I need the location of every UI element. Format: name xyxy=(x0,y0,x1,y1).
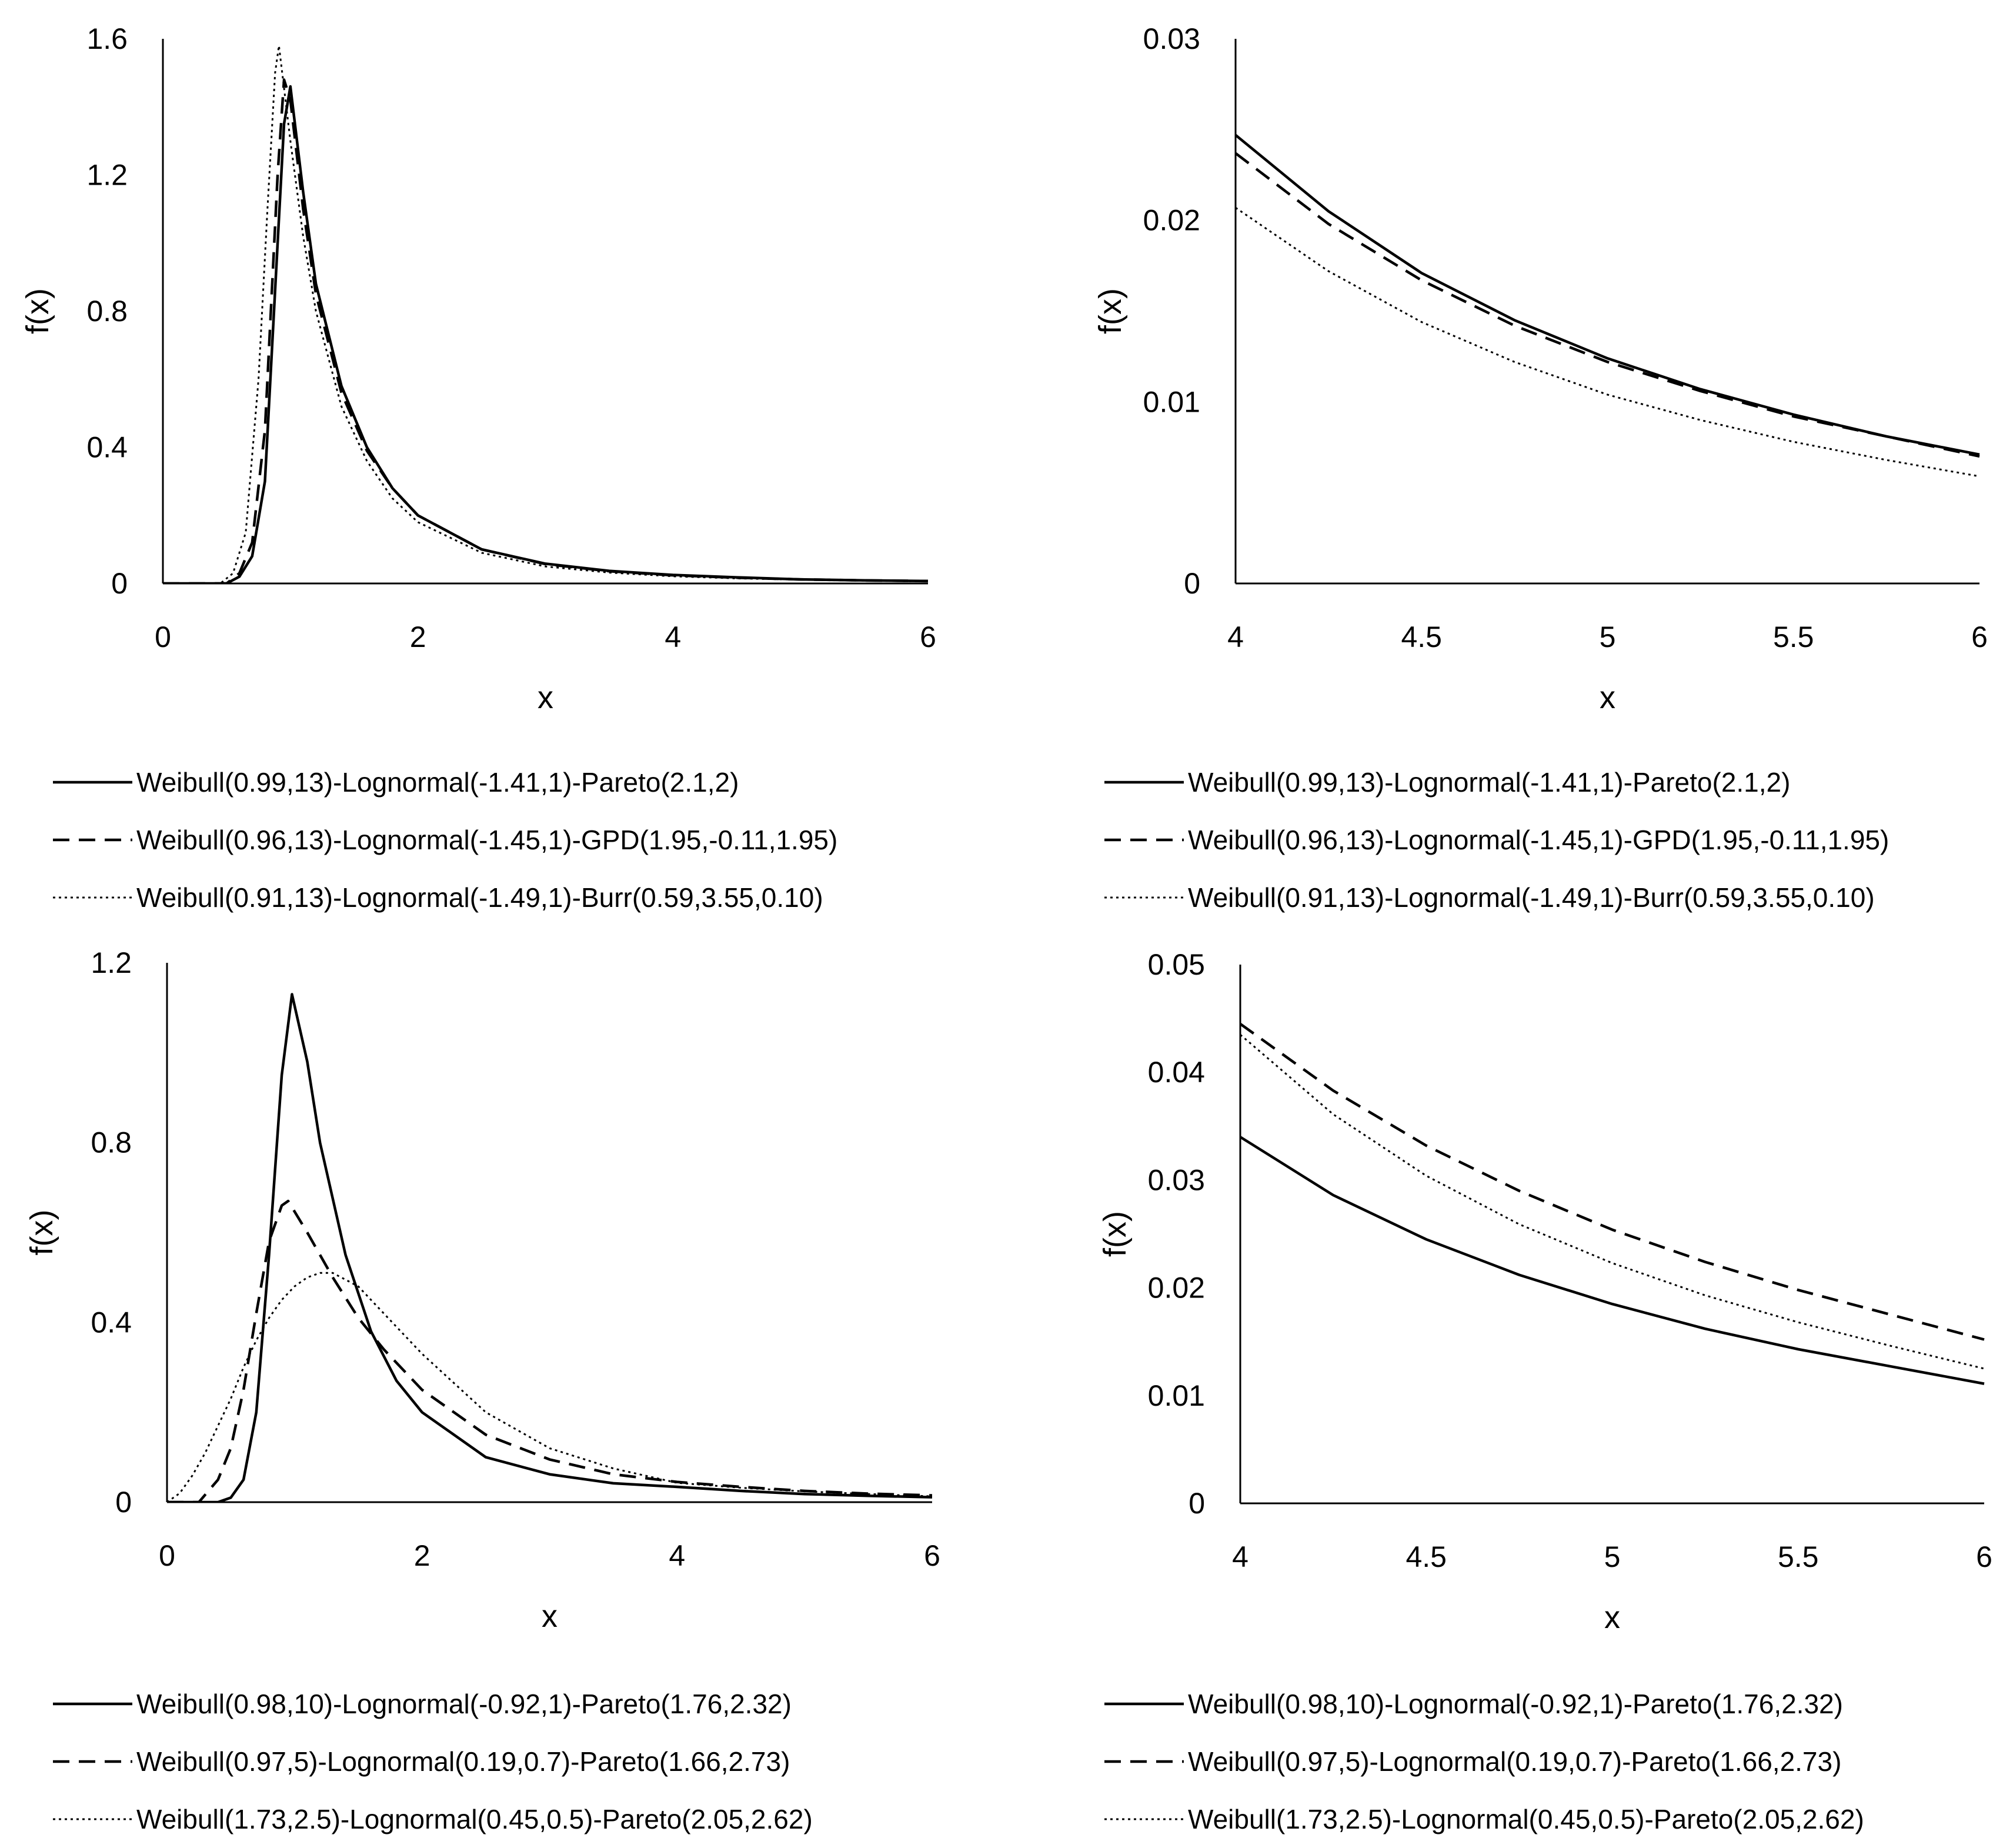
y-tick-label: 1.2 xyxy=(86,159,128,192)
chart-panel-bottom-right: 4 4.5 5 5.5 6 0 0.01 0.02 0.03 0.04 0.05 x f(x) Weibu… xyxy=(1097,948,1992,1834)
y-tick-label: 0.8 xyxy=(86,295,128,328)
series-line-solid xyxy=(1236,134,1980,456)
legend-label: Weibull(0.99,13)-Lognormal(-1.41,1)-Pare… xyxy=(1188,767,1790,798)
y-axis-label: f(x) xyxy=(1093,288,1128,334)
x-axis-label: x xyxy=(542,1599,558,1634)
series-line-dashed xyxy=(1240,1022,1985,1341)
x-tick-label: 4 xyxy=(1232,1540,1248,1573)
y-tick-label: 0 xyxy=(1184,567,1200,600)
x-tick-label: 4 xyxy=(669,1539,685,1572)
chart-panel-bottom-left: 0 2 4 6 0 0.4 0.8 1.2 x f(x) Weibull(0.98,10)-Logn… xyxy=(24,946,940,1834)
y-tick-label: 0.4 xyxy=(86,431,128,464)
x-tick-label: 2 xyxy=(410,621,426,653)
y-axis-label: f(x) xyxy=(20,288,55,334)
legend-label: Weibull(0.98,10)-Lognormal(-0.92,1)-Pare… xyxy=(136,1689,792,1719)
legend-label: Weibull(0.98,10)-Lognormal(-0.92,1)-Pare… xyxy=(1188,1689,1843,1719)
legend-label: Weibull(0.97,5)-Lognormal(0.19,0.7)-Pare… xyxy=(1188,1746,1841,1777)
series-line-solid xyxy=(1240,1136,1985,1385)
legend-label: Weibull(0.96,13)-Lognormal(-1.45,1)-GPD(… xyxy=(1188,825,1889,855)
series-line-dotted xyxy=(1236,206,1980,478)
y-tick-label: 0.01 xyxy=(1143,385,1200,418)
series-line-solid xyxy=(167,993,933,1502)
y-tick-label: 0.4 xyxy=(91,1306,132,1339)
series-line-dotted xyxy=(163,45,929,583)
x-tick-label: 4.5 xyxy=(1401,621,1442,653)
chart-panel-top-left: 0 2 4 6 0 0.4 0.8 1.2 1.6 x f(x) Weibull(0.99,13)-L… xyxy=(20,22,936,913)
x-tick-label: 5 xyxy=(1600,621,1616,653)
y-tick-label: 0.03 xyxy=(1143,22,1200,55)
x-tick-label: 6 xyxy=(924,1539,940,1572)
legend-label: Weibull(0.91,13)-Lognormal(-1.49,1)-Burr… xyxy=(1188,882,1875,913)
y-tick-label: 0.02 xyxy=(1143,204,1200,237)
series-line-solid xyxy=(163,85,929,583)
y-tick-label: 1.6 xyxy=(86,22,128,55)
y-tick-label: 0.05 xyxy=(1148,948,1205,981)
x-tick-label: 2 xyxy=(414,1539,430,1572)
series-line-dashed xyxy=(167,1199,933,1502)
legend-label: Weibull(0.99,13)-Lognormal(-1.41,1)-Pare… xyxy=(136,767,739,798)
x-tick-label: 0 xyxy=(155,621,171,653)
legend-label: Weibull(0.91,13)-Lognormal(-1.49,1)-Burr… xyxy=(136,882,823,913)
x-tick-label: 4 xyxy=(1227,621,1244,653)
x-axis-label: x xyxy=(1600,680,1615,715)
chart-panel-top-right: 4 4.5 5 5.5 6 0 0.01 0.02 0.03 x f(x) Weibull(0.99,… xyxy=(1093,22,1988,913)
legend-label: Weibull(1.73,2.5)-Lognormal(0.45,0.5)-Pa… xyxy=(1188,1804,1864,1834)
x-tick-label: 4.5 xyxy=(1406,1540,1447,1573)
y-tick-label: 0.03 xyxy=(1148,1163,1205,1196)
y-tick-label: 0 xyxy=(111,567,128,600)
y-tick-label: 1.2 xyxy=(91,946,132,979)
y-tick-label: 0.02 xyxy=(1148,1272,1205,1305)
y-tick-label: 0 xyxy=(1189,1487,1205,1520)
x-tick-label: 5.5 xyxy=(1778,1540,1819,1573)
series-line-dotted xyxy=(1240,1033,1985,1370)
y-axis-label: f(x) xyxy=(24,1210,59,1256)
y-axis-label: f(x) xyxy=(1097,1211,1133,1257)
x-tick-label: 5.5 xyxy=(1773,621,1814,653)
x-tick-label: 5 xyxy=(1604,1540,1621,1573)
series-line-dashed xyxy=(163,78,929,583)
legend-label: Weibull(0.96,13)-Lognormal(-1.45,1)-GPD(… xyxy=(136,825,837,855)
x-tick-label: 6 xyxy=(920,621,936,653)
x-axis-label: x xyxy=(1604,1600,1620,1635)
y-tick-label: 0.04 xyxy=(1148,1056,1205,1089)
x-tick-label: 0 xyxy=(159,1539,175,1572)
x-tick-label: 6 xyxy=(1971,621,1988,653)
x-axis-label: x xyxy=(538,680,553,715)
x-tick-label: 6 xyxy=(1976,1540,1992,1573)
legend-label: Weibull(0.97,5)-Lognormal(0.19,0.7)-Pare… xyxy=(136,1746,790,1777)
series-line-dashed xyxy=(1236,152,1980,458)
series-line-dotted xyxy=(167,1272,933,1502)
y-tick-label: 0.01 xyxy=(1148,1379,1205,1412)
y-tick-label: 0 xyxy=(115,1486,132,1519)
legend-label: Weibull(1.73,2.5)-Lognormal(0.45,0.5)-Pa… xyxy=(136,1804,813,1834)
y-tick-label: 0.8 xyxy=(91,1126,132,1159)
x-tick-label: 4 xyxy=(665,621,681,653)
